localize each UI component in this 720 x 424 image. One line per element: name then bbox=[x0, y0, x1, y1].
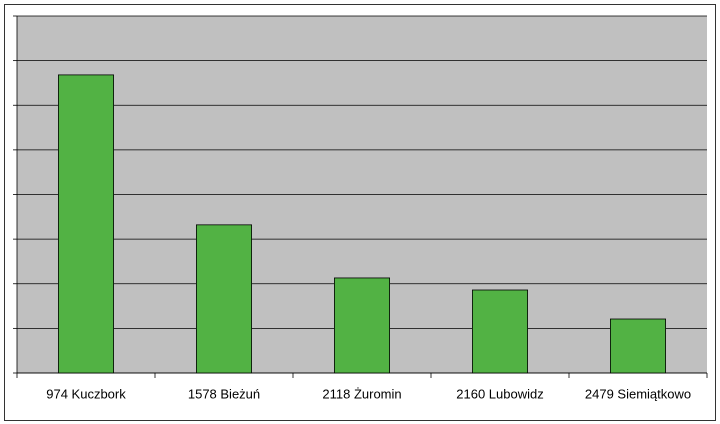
x-tick-label: 2479 Siemiątkowo bbox=[585, 386, 691, 401]
x-tick-label: 974 Kuczbork bbox=[46, 386, 126, 401]
bar bbox=[333, 277, 390, 374]
bar bbox=[58, 74, 115, 374]
x-tick-label: 2118 Żuromin bbox=[322, 386, 401, 401]
x-tick-label: 2160 Lubowidz bbox=[456, 386, 543, 401]
bar bbox=[195, 224, 252, 374]
x-tick-label: 1578 Bieżuń bbox=[188, 386, 260, 401]
bar bbox=[471, 289, 528, 374]
bar bbox=[610, 318, 667, 374]
